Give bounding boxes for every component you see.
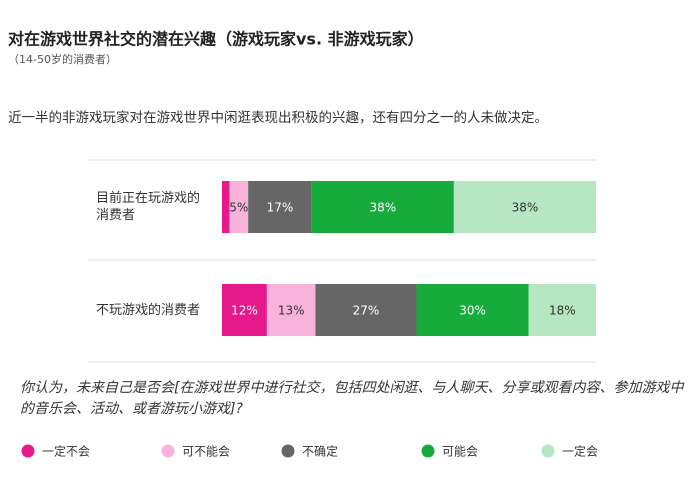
legend-label: 一定会: [562, 444, 598, 459]
question: 你认为，未来自己是否会[在游戏世界中进行社交，包括四处闲逛、与人聊天、分享或观看…: [20, 380, 684, 417]
bar-segment: [266, 284, 316, 336]
data-label: 38%: [369, 201, 396, 215]
data-label: 5%: [229, 201, 248, 215]
bar-segment: [416, 284, 529, 336]
legend-swatch: [421, 444, 435, 458]
bar-segment: [222, 284, 267, 336]
bar-segment: [311, 181, 454, 233]
data-label: 30%: [459, 304, 486, 318]
data-label: 17%: [267, 201, 294, 215]
data-label: 13%: [278, 304, 305, 318]
data-label: 12%: [231, 304, 258, 318]
bar-segment: [229, 181, 249, 233]
legend-label: 不确定: [302, 444, 338, 459]
data-label: 18%: [549, 304, 576, 318]
bar-segment: [248, 181, 312, 233]
legend-swatch: [161, 444, 175, 458]
data-label: 38%: [512, 201, 539, 215]
legend-label: 可能会: [442, 445, 478, 459]
legend-swatch: [541, 444, 555, 458]
chart-subtitle: （14-50岁的消费者）: [8, 52, 117, 66]
bar-segment: [222, 181, 230, 233]
legend-label: 一定不会: [42, 444, 90, 459]
bar-segment: [528, 284, 596, 336]
description: 近一半的非游戏玩家对在游戏世界中闲逛表现出积极的兴趣，还有四分之一的人未做决定。: [8, 109, 548, 126]
bar-segment: [315, 284, 417, 336]
chart-title: 对在游戏世界社交的潜在兴趣（游戏玩家vs. 非游戏玩家）: [8, 30, 424, 49]
legend-swatch: [281, 444, 295, 458]
category-label: 不玩游戏的消费者: [96, 302, 201, 318]
category-label: 目前正在玩游戏的消费者: [96, 191, 201, 223]
bar-segment: [453, 181, 596, 233]
legend-swatch: [21, 444, 35, 458]
legend-label: 可不能会: [182, 445, 230, 459]
data-label: 27%: [353, 304, 380, 318]
